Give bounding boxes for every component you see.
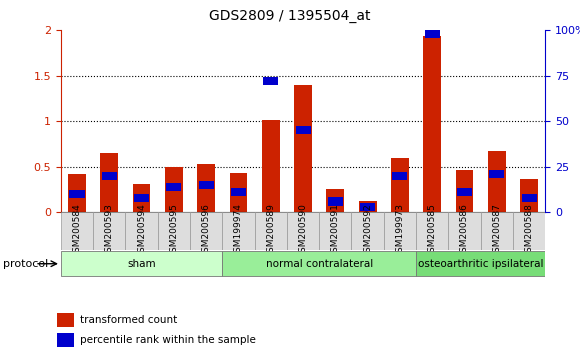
Text: GSM200587: GSM200587: [492, 204, 501, 258]
Bar: [197, 164, 215, 212]
Bar: [328, 198, 343, 206]
Text: transformed count: transformed count: [79, 315, 177, 325]
Bar: [70, 190, 85, 198]
Text: GSM200586: GSM200586: [460, 204, 469, 258]
Bar: [360, 203, 375, 211]
Text: percentile rank within the sample: percentile rank within the sample: [79, 335, 255, 345]
Text: GSM200594: GSM200594: [137, 204, 146, 258]
Text: GSM200589: GSM200589: [266, 204, 276, 258]
Text: protocol: protocol: [3, 259, 48, 269]
Bar: [392, 172, 408, 180]
Bar: [57, 333, 74, 347]
Text: GSM200595: GSM200595: [169, 204, 179, 258]
Bar: [327, 189, 344, 212]
Bar: [294, 85, 312, 212]
Bar: [100, 153, 118, 212]
Bar: [425, 30, 440, 38]
Bar: [68, 174, 86, 212]
Text: GSM200592: GSM200592: [363, 204, 372, 258]
Text: GSM200584: GSM200584: [72, 204, 82, 258]
FancyBboxPatch shape: [416, 251, 545, 276]
Bar: [166, 183, 182, 191]
Bar: [295, 126, 311, 135]
Bar: [133, 184, 150, 212]
Text: GSM200585: GSM200585: [427, 204, 437, 258]
Bar: [102, 172, 117, 180]
Bar: [231, 188, 246, 196]
Bar: [230, 173, 247, 212]
Text: GSM200596: GSM200596: [202, 204, 211, 258]
Bar: [489, 170, 505, 178]
Text: osteoarthritic ipsilateral: osteoarthritic ipsilateral: [418, 259, 543, 269]
Text: normal contralateral: normal contralateral: [266, 259, 373, 269]
Bar: [456, 171, 473, 212]
Bar: [262, 120, 280, 212]
FancyBboxPatch shape: [158, 212, 190, 250]
Bar: [165, 167, 183, 212]
Bar: [391, 158, 409, 212]
FancyBboxPatch shape: [351, 212, 384, 250]
Text: GDS2809 / 1395504_at: GDS2809 / 1395504_at: [209, 9, 371, 23]
Text: GSM199974: GSM199974: [234, 204, 243, 258]
Bar: [263, 77, 278, 85]
Bar: [457, 188, 472, 196]
Text: GSM200591: GSM200591: [331, 204, 340, 258]
FancyBboxPatch shape: [190, 212, 222, 250]
FancyBboxPatch shape: [319, 212, 351, 250]
FancyBboxPatch shape: [61, 212, 93, 250]
Text: sham: sham: [127, 259, 156, 269]
Text: GSM200590: GSM200590: [299, 204, 307, 258]
FancyBboxPatch shape: [448, 212, 481, 250]
Bar: [488, 151, 506, 212]
Bar: [423, 36, 441, 212]
FancyBboxPatch shape: [125, 212, 158, 250]
FancyBboxPatch shape: [61, 251, 222, 276]
Text: GSM200593: GSM200593: [105, 204, 114, 258]
Bar: [57, 313, 74, 327]
FancyBboxPatch shape: [287, 212, 319, 250]
Bar: [520, 179, 538, 212]
Bar: [521, 194, 536, 202]
Text: GSM200588: GSM200588: [524, 204, 534, 258]
FancyBboxPatch shape: [93, 212, 125, 250]
FancyBboxPatch shape: [222, 212, 255, 250]
FancyBboxPatch shape: [222, 251, 416, 276]
Text: GSM199973: GSM199973: [396, 204, 404, 258]
Bar: [134, 194, 149, 202]
FancyBboxPatch shape: [384, 212, 416, 250]
FancyBboxPatch shape: [481, 212, 513, 250]
FancyBboxPatch shape: [255, 212, 287, 250]
Bar: [198, 181, 214, 189]
Bar: [359, 201, 376, 212]
FancyBboxPatch shape: [416, 212, 448, 250]
FancyBboxPatch shape: [513, 212, 545, 250]
